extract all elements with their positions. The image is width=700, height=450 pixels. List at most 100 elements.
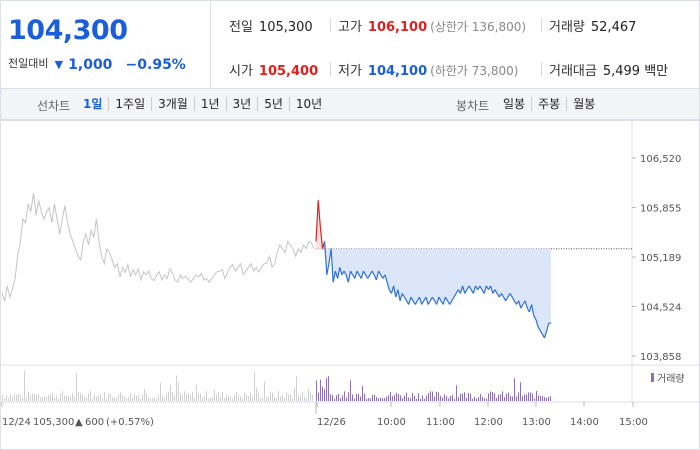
today-price-segment <box>520 304 524 309</box>
today-price-segment <box>496 293 500 298</box>
y-tick-label: 106,520 <box>640 154 681 165</box>
divider <box>330 62 331 76</box>
stat-volume: 거래량 52,467 <box>549 16 636 35</box>
today-price-segment <box>356 270 360 276</box>
prev-volume-bar <box>202 397 203 401</box>
prev-volume-bar <box>106 398 107 401</box>
prev-volume-bar <box>178 382 179 401</box>
today-price-segment <box>410 296 414 302</box>
today-price-segment <box>494 289 498 294</box>
prev-volume-bar <box>232 398 233 401</box>
prev-volume-bar <box>302 391 303 401</box>
today-volume-bar <box>390 391 391 401</box>
today-volume-bar <box>410 398 411 401</box>
today-volume-bar <box>320 379 321 401</box>
divider <box>330 18 331 32</box>
prev-volume-bar <box>72 393 73 401</box>
prev-volume-bar <box>234 395 235 401</box>
today-volume-bar <box>326 378 327 401</box>
stat-label: 거래량 <box>549 20 585 35</box>
today-volume-bar <box>432 391 433 401</box>
period-tab[interactable]: 3개월 <box>152 97 195 111</box>
prev-volume-bar <box>26 398 27 401</box>
stat-limit: (상한가 136,800) <box>430 20 527 34</box>
prev-volume-bar <box>146 393 147 401</box>
today-price-segment <box>479 285 483 290</box>
prev-volume-bar <box>32 393 33 401</box>
today-price-segment <box>371 270 375 276</box>
prev-volume-bar <box>20 394 21 401</box>
volume-legend-label: 거래량 <box>657 373 685 385</box>
today-price-segment <box>330 248 334 283</box>
stat-label: 시가 <box>229 64 253 79</box>
x-tick-label: 11:00 <box>426 417 455 428</box>
today-price-segment <box>412 300 416 305</box>
period-tab[interactable]: 1주일 <box>109 97 153 111</box>
today-volume-bar <box>464 392 465 401</box>
today-volume-bar <box>550 396 551 401</box>
x-tick-label: 12/26 <box>317 417 346 428</box>
candle-tab[interactable]: 월봉 <box>573 97 596 111</box>
prev-volume-bar <box>308 388 309 401</box>
today-volume-bar <box>414 395 415 401</box>
today-area-below <box>316 248 551 338</box>
period-tab[interactable]: 10년 <box>295 97 323 111</box>
prev-volume-bar <box>236 391 237 401</box>
prev-volume-bar <box>86 397 87 401</box>
today-volume-bar <box>540 395 541 401</box>
today-volume-bar <box>470 393 471 401</box>
today-price-segment <box>354 270 358 279</box>
today-volume-bar <box>440 395 441 401</box>
prev-volume-bar <box>64 395 65 401</box>
today-price-segment <box>339 267 343 275</box>
today-price-segment <box>500 293 505 298</box>
today-volume-bar <box>526 394 527 401</box>
candle-tab[interactable]: 일봉 <box>497 97 533 111</box>
prev-day-change: 600 <box>85 417 104 428</box>
candle-tab[interactable]: 주봉 <box>532 97 568 111</box>
today-volume-bar <box>448 398 449 401</box>
today-volume-bar <box>388 395 389 401</box>
today-volume-bar <box>402 398 403 401</box>
today-volume-bar <box>374 394 375 401</box>
y-tick-label: 105,855 <box>640 204 681 215</box>
today-volume-bar <box>356 394 357 401</box>
today-volume-bar <box>494 393 495 401</box>
prev-volume-bar <box>300 395 301 401</box>
period-tab[interactable]: 1년 <box>195 97 227 111</box>
today-price-segment <box>466 285 470 291</box>
today-volume-bar <box>454 398 455 401</box>
prev-volume-bar <box>192 391 193 401</box>
today-price-segment <box>380 274 384 279</box>
line-chart-label: 선차트 <box>37 99 71 113</box>
prev-volume-bar <box>260 398 261 401</box>
today-volume-bar <box>330 394 331 401</box>
today-price-segment <box>505 296 509 302</box>
period-tab[interactable]: 1일 <box>77 97 110 111</box>
period-tab[interactable]: 5년 <box>258 97 290 111</box>
today-volume-bar <box>504 397 505 401</box>
prev-volume-bar <box>104 391 105 401</box>
today-volume-bar <box>446 396 447 401</box>
today-volume-bar <box>474 396 475 401</box>
today-price-segment <box>384 274 388 283</box>
today-price-segment <box>524 300 528 309</box>
prev-volume-bar <box>216 394 217 401</box>
prev-volume-bar <box>196 384 197 401</box>
today-volume-bar <box>358 393 359 401</box>
prev-volume-bar <box>186 393 187 401</box>
today-volume-bar <box>466 397 467 401</box>
prev-volume-bar <box>244 392 245 401</box>
x-tick-label: 12:00 <box>474 417 503 428</box>
prev-volume-bar <box>14 393 15 401</box>
prev-volume-bar <box>152 398 153 401</box>
prev-volume-bar <box>264 381 265 401</box>
prev-volume-bar <box>296 376 297 401</box>
stat-high: 고가 106,100 (상한가 136,800) <box>338 16 526 35</box>
prev-volume-bar <box>224 398 225 401</box>
period-tab[interactable]: 3년 <box>227 97 259 111</box>
today-volume-bar <box>502 391 503 401</box>
prev-volume-bar <box>262 397 263 401</box>
today-volume-bar <box>500 394 501 401</box>
today-volume-bar <box>530 392 531 401</box>
